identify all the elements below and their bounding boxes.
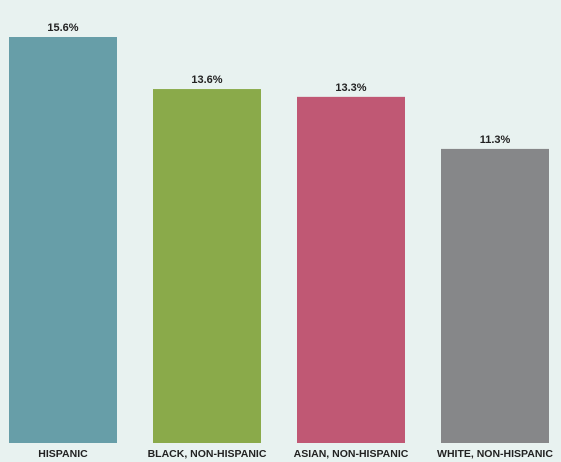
bar-hispanic (9, 37, 117, 443)
bars-layer (9, 37, 549, 444)
category-labels-layer: HISPANIC BLACK, NON-HISPANIC ASIAN, NON-HI… (38, 448, 553, 460)
bar-asian-non-hispanic (297, 96, 405, 443)
bar-white-non-hispanic (441, 148, 549, 443)
value-label: 13.3% (335, 82, 366, 94)
category-label: ASIAN, NON-HISPANIC (294, 448, 409, 460)
category-label: BLACK, NON-HISPANIC (148, 448, 267, 460)
category-label: HISPANIC (38, 448, 88, 460)
value-label: 13.6% (191, 74, 222, 86)
category-label: WHITE, NON-HISPANIC (437, 448, 553, 460)
value-labels-layer: 15.6% 13.6% 13.3% 11.3% (47, 22, 510, 146)
bar-black-non-hispanic (153, 89, 261, 444)
value-label: 11.3% (480, 134, 511, 146)
value-label: 15.6% (47, 22, 78, 34)
